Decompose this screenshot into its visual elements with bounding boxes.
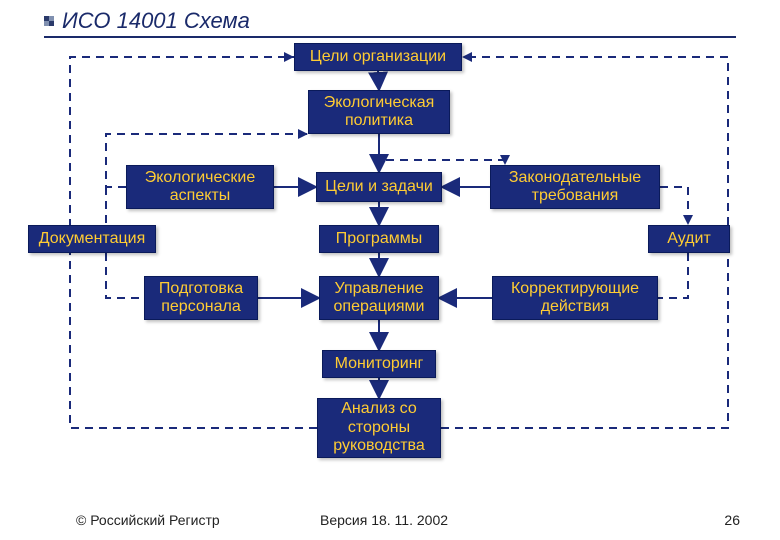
title-bullet-icon [44,16,54,26]
node-programs: Программы [319,225,439,253]
node-corrective: Корректирующиедействия [492,276,658,320]
node-org_goals: Цели организации [294,43,462,71]
title-underline [44,36,736,38]
node-monitoring: Мониторинг [322,350,436,378]
node-ops: Управлениеоперациями [319,276,439,320]
node-eco_aspects: Экологическиеаспекты [126,165,274,209]
node-review: Анализ состороныруководства [317,398,441,458]
slide-title: ИСО 14001 Схема [62,8,250,34]
node-eco_policy: Экологическаяполитика [308,90,450,134]
slide-title-wrap: ИСО 14001 Схема [44,8,250,34]
node-audit: Аудит [648,225,730,253]
node-training: Подготовкаперсонала [144,276,258,320]
footer-page: 26 [724,512,740,528]
footer-version: Версия 18. 11. 2002 [320,512,448,528]
node-objectives: Цели и задачи [316,172,442,202]
footer-copyright: © Российский Регистр [76,512,220,528]
diagram-connectors [0,0,780,540]
node-docs: Документация [28,225,156,253]
node-legal: Законодательныетребования [490,165,660,209]
